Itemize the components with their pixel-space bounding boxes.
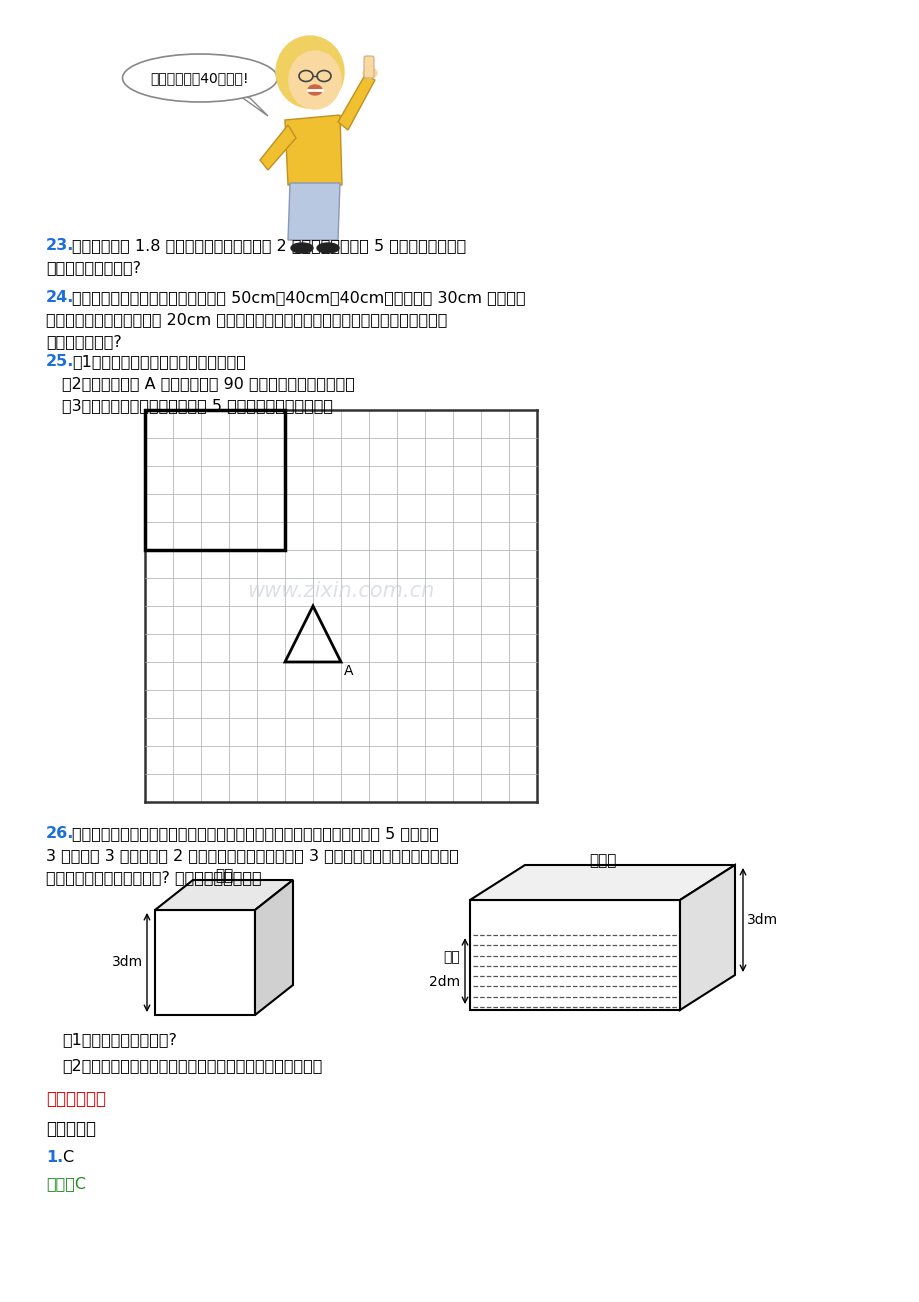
Text: 我们一节课是40分钟噢!: 我们一节课是40分钟噢! [151, 72, 249, 85]
Text: 小明学习了体积这个单元，他想做这样一个实验一个长方体的玻璃缸，长 5 分米，宽: 小明学习了体积这个单元，他想做这样一个实验一个长方体的玻璃缸，长 5 分米，宽 [72, 825, 438, 841]
Text: 需铁皮多少平方分米?: 需铁皮多少平方分米? [46, 260, 141, 275]
Bar [145, 410, 285, 549]
Text: 2dm: 2dm [428, 975, 460, 990]
Polygon shape [470, 900, 679, 1010]
Polygon shape [285, 115, 342, 185]
Text: 【参考答案】: 【参考答案】 [46, 1090, 106, 1108]
Ellipse shape [122, 53, 278, 102]
FancyBboxPatch shape [364, 56, 374, 78]
Polygon shape [255, 880, 292, 1016]
Text: 25.: 25. [46, 354, 74, 368]
Text: A: A [344, 664, 353, 678]
Text: 3 分米，高 3 分米，水深 2 分米，如果投入一块棱长为 3 分米的正方体铁块（如下图）他: 3 分米，高 3 分米，水深 2 分米，如果投入一块棱长为 3 分米的正方体铁块… [46, 848, 459, 863]
Text: （3）将旋转后的三角形向左平移 5 格，画出平移后的图形。: （3）将旋转后的三角形向左平移 5 格，画出平移后的图形。 [62, 398, 333, 413]
Polygon shape [154, 880, 292, 910]
Polygon shape [337, 76, 375, 130]
Ellipse shape [289, 51, 341, 109]
Text: 24.: 24. [46, 290, 74, 305]
Text: 1.: 1. [46, 1150, 63, 1165]
Polygon shape [470, 865, 734, 900]
Text: 水深: 水深 [443, 949, 460, 963]
Text: 铁块: 铁块 [215, 868, 233, 883]
Ellipse shape [363, 68, 377, 78]
Text: 一个长方体水箱，长、宽、高分别是 50cm、40cm、40cm，里面装有 30cm 深的水，: 一个长方体水箱，长、宽、高分别是 50cm、40cm、40cm，里面装有 30c… [72, 290, 525, 305]
Text: 解析：C: 解析：C [46, 1176, 85, 1191]
Text: www.zixin.com.cn: www.zixin.com.cn [247, 581, 434, 602]
Text: （1）铁块的体积是多少?: （1）铁块的体积是多少? [62, 1032, 176, 1047]
Text: 在想：缸里的水会溢出来吗? 请你帮他找到答案。: 在想：缸里的水会溢出来吗? 请你帮他找到答案。 [46, 870, 261, 885]
Text: 3dm: 3dm [112, 956, 142, 970]
Text: 向该水箱中放入一块棱长为 20cm 的正方体铁块，铁块完全浸入水中后，水箱中的水面离: 向该水箱中放入一块棱长为 20cm 的正方体铁块，铁块完全浸入水中后，水箱中的水… [46, 312, 447, 327]
Polygon shape [288, 184, 340, 240]
Polygon shape [260, 125, 296, 171]
Polygon shape [679, 865, 734, 1010]
Text: 23.: 23. [46, 238, 74, 253]
Ellipse shape [308, 85, 322, 95]
Text: 玻璃缸: 玻璃缸 [588, 853, 616, 868]
Text: 3dm: 3dm [746, 913, 777, 927]
Text: 一节通风管长 1.8 米，横截面是一个边长是 2 分米的正方形，做 5 节这样的通风管共: 一节通风管长 1.8 米，横截面是一个边长是 2 分米的正方形，做 5 节这样的… [72, 238, 466, 253]
Text: （1）画出下图中长方形的所有对称轴。: （1）画出下图中长方形的所有对称轴。 [72, 354, 245, 368]
Ellipse shape [290, 243, 312, 253]
Text: 26.: 26. [46, 825, 74, 841]
Ellipse shape [276, 36, 344, 108]
Polygon shape [154, 910, 255, 1016]
Text: （2）缸里的水会溢出来吗？请你说明理由（可列式说明）。: （2）缸里的水会溢出来吗？请你说明理由（可列式说明）。 [62, 1059, 322, 1073]
Text: （2）将三角形绕 A 点逆时针旋转 90 度，画出旋转后的图形。: （2）将三角形绕 A 点逆时针旋转 90 度，画出旋转后的图形。 [62, 376, 355, 391]
Ellipse shape [317, 243, 338, 253]
Text: 水箱口多少厘米?: 水箱口多少厘米? [46, 335, 121, 349]
Polygon shape [240, 96, 267, 116]
Text: 一、选择题: 一、选择题 [46, 1120, 96, 1138]
Bar [145, 410, 537, 802]
Text: C: C [62, 1150, 73, 1165]
